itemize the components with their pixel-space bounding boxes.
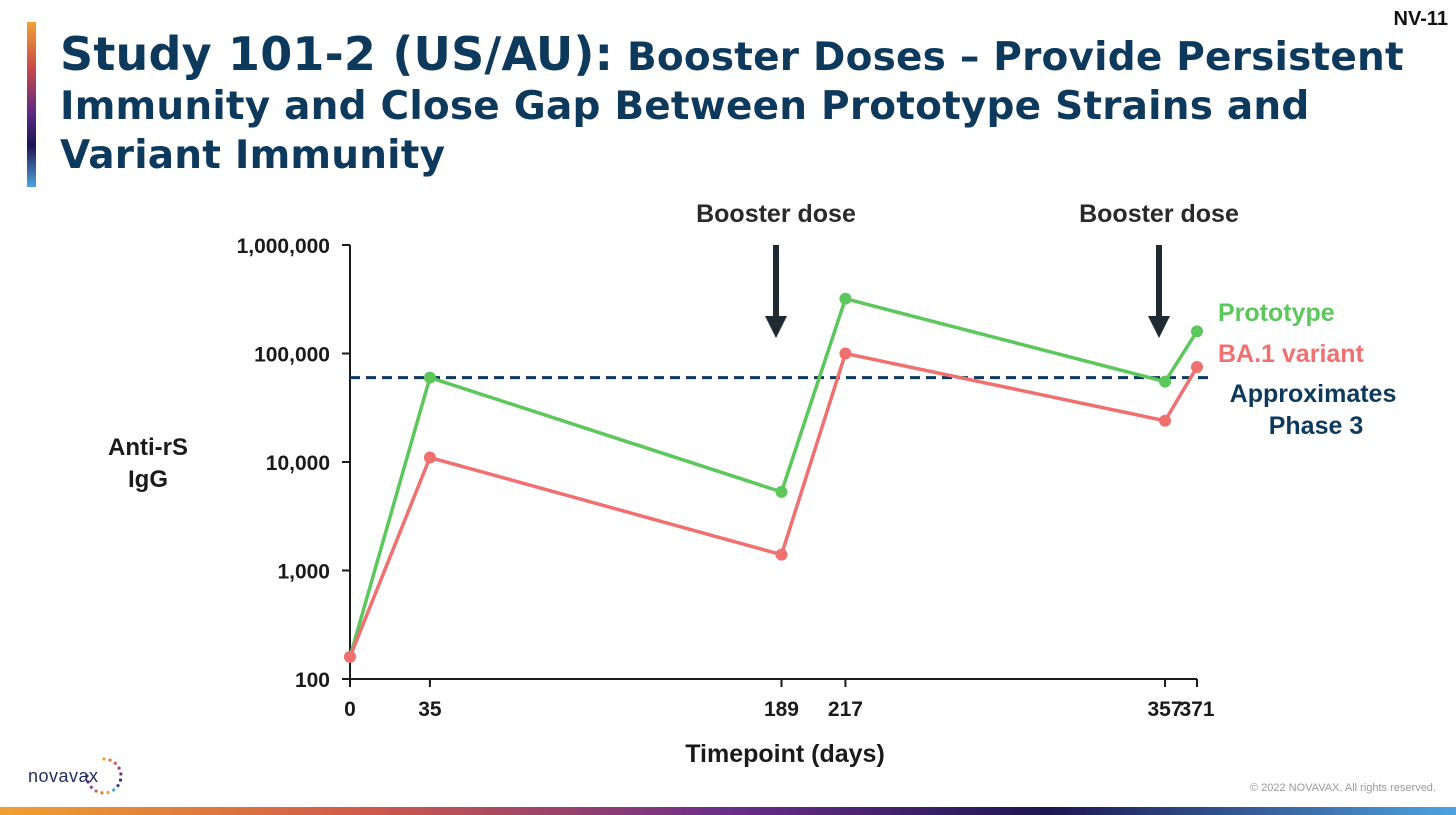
y-tick-label: 100	[295, 669, 330, 692]
arrow-down-icon	[1148, 316, 1170, 338]
copyright-notice: © 2022 NOVAVAX. All rights reserved.	[1249, 782, 1436, 794]
x-tick-label: 217	[828, 698, 863, 721]
slide-title-lead: Study 101-2 (US/AU):	[60, 27, 614, 81]
y-axis-label: Anti-rS IgG	[108, 434, 188, 493]
x-tick-label: 0	[344, 698, 356, 721]
data-point-prototype	[775, 485, 788, 498]
x-tick-label: 357	[1148, 698, 1183, 721]
logo-dot	[119, 772, 123, 776]
title-accent-bar	[27, 22, 36, 187]
x-tick-label: 371	[1179, 698, 1214, 721]
data-point-prototype	[1191, 325, 1203, 338]
reference-label-line2: Phase 3	[1269, 412, 1364, 440]
logo-dot	[100, 791, 104, 795]
data-point-prototype	[423, 371, 436, 384]
data-point-ba1	[423, 451, 436, 464]
data-point-ba1	[344, 650, 356, 663]
series-line-prototype	[348, 296, 1199, 658]
arrow-down-icon	[765, 316, 787, 338]
data-point-ba1	[839, 347, 852, 360]
legend-label-prototype: Prototype	[1218, 299, 1335, 327]
y-tick-label: 1,000	[277, 561, 330, 584]
logo-dot	[86, 780, 90, 784]
logo-dot	[118, 778, 123, 782]
logo-dot	[108, 758, 112, 762]
logo-dot	[102, 757, 106, 761]
logo-dot	[112, 788, 116, 792]
series-line-ba1	[348, 351, 1199, 658]
data-point-ba1	[1159, 414, 1172, 427]
x-tick-label: 189	[764, 698, 799, 721]
logo-dot	[113, 761, 117, 765]
booster-dose-label: Booster dose	[1079, 200, 1239, 228]
slide-number: NV-11	[1393, 8, 1448, 30]
x-tick-label: 35	[418, 698, 442, 721]
data-point-prototype	[839, 292, 852, 305]
reference-label-line1: Approximates	[1230, 380, 1397, 408]
logo-text: novavax	[28, 766, 99, 786]
booster-dose-label: Booster dose	[696, 200, 856, 228]
y-tick-label: 1,000,000	[237, 235, 330, 258]
legend-label-ba1: BA.1 variant	[1218, 340, 1365, 368]
logo-dot	[106, 790, 110, 795]
logo-dot	[116, 784, 120, 788]
logo-dot	[89, 785, 93, 789]
slide-title-rest: Booster Doses – Provide Persistent Immun…	[60, 35, 1404, 178]
data-point-ba1	[775, 548, 788, 561]
bottom-gradient-bar	[0, 807, 1456, 815]
slide-title: Study 101-2 (US/AU): Booster Doses – Pro…	[60, 30, 1420, 180]
y-tick-label: 10,000	[266, 452, 330, 475]
data-point-ba1	[1191, 361, 1203, 374]
logo-dot	[94, 789, 98, 793]
logo-dot	[117, 766, 121, 770]
logo-dots-icon	[85, 757, 123, 795]
data-point-prototype	[1159, 375, 1172, 388]
x-axis-label: Timepoint (days)	[685, 740, 885, 768]
novavax-logo: novavax	[28, 752, 138, 802]
y-tick-label: 100,000	[254, 344, 330, 367]
logo-dot	[85, 774, 89, 778]
